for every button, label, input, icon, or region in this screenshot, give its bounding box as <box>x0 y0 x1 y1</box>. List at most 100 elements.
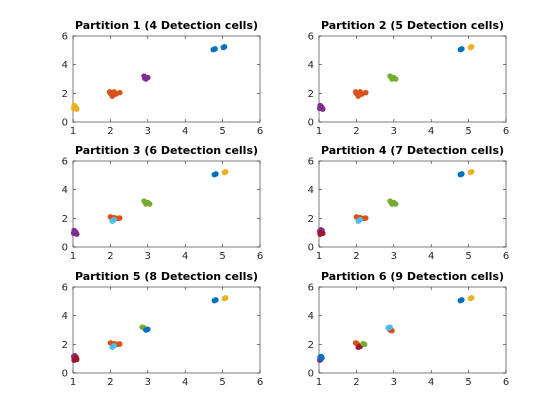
axes-box <box>72 286 261 374</box>
data-point <box>72 104 79 110</box>
data-point <box>319 230 326 237</box>
series-3 <box>387 73 399 82</box>
y-tick-label: 2 <box>308 340 314 351</box>
x-tick-label: 2 <box>353 377 359 388</box>
y-tick-label: 4 <box>308 311 314 322</box>
data-point <box>387 324 393 330</box>
data-point <box>145 326 151 333</box>
data-point <box>73 354 79 361</box>
x-tick-label: 6 <box>503 377 509 388</box>
data-point <box>111 216 117 223</box>
data-point <box>213 297 219 303</box>
y-tick-label: 2 <box>308 214 314 225</box>
x-tick-label: 4 <box>428 377 434 388</box>
x-tick-label: 4 <box>182 251 188 262</box>
data-point <box>459 297 465 303</box>
data-point <box>392 201 399 207</box>
series-4 <box>355 216 363 224</box>
subplot-1: Partition 1 (4 Detection cells) 1 2 3 4 5 6 0 2 4… <box>62 19 264 137</box>
data-point <box>468 294 475 301</box>
data-point <box>222 294 229 301</box>
x-tick-label: 5 <box>465 251 471 262</box>
series-1 <box>70 102 80 112</box>
subplot-3: Partition 3 (6 Detection cells) 1 2 3 4 5 6 0 2 4… <box>62 144 264 262</box>
x-tick-label: 6 <box>503 126 509 137</box>
x-tick-label: 5 <box>219 377 225 388</box>
x-tick-label: 1 <box>70 377 76 388</box>
data-point <box>146 201 153 207</box>
data-point <box>111 342 117 349</box>
axes-box <box>72 160 261 248</box>
subplot-2: Partition 2 (5 Detection cells) 1 2 3 4 5 6 0 2 4… <box>308 19 510 137</box>
data-point <box>459 46 465 52</box>
data-point <box>361 341 368 348</box>
subplot-5: Partition 5 (8 Detection cells) 1 2 3 4 5 6 0 2 4… <box>62 270 264 388</box>
data-point <box>362 89 369 96</box>
series-6 <box>385 324 393 331</box>
subplot-title: Partition 5 (8 Detection cells) <box>75 270 258 283</box>
data-point <box>116 215 123 221</box>
subplot-title: Partition 4 (7 Detection cells) <box>321 144 504 157</box>
x-tick-label: 1 <box>70 251 76 262</box>
series-7 <box>467 294 475 302</box>
x-tick-label: 2 <box>353 126 359 137</box>
data-point <box>352 89 359 95</box>
series-2 <box>71 354 80 363</box>
x-tick-label: 5 <box>465 126 471 137</box>
y-tick-label: 2 <box>62 214 68 225</box>
x-tick-label: 5 <box>219 126 225 137</box>
data-point <box>110 90 117 97</box>
x-tick-label: 2 <box>107 377 113 388</box>
x-tick-label: 3 <box>391 126 397 137</box>
x-tick-label: 2 <box>353 251 359 262</box>
series-6 <box>457 171 465 178</box>
y-tick-label: 6 <box>62 157 68 168</box>
y-tick-label: 2 <box>62 89 68 100</box>
series-3 <box>352 327 395 347</box>
series-4 <box>457 46 465 53</box>
data-point <box>468 43 475 50</box>
series-3 <box>109 216 117 224</box>
series-1 <box>70 227 80 237</box>
subplot-title: Partition 6 (9 Detection cells) <box>321 270 504 283</box>
y-tick-label: 2 <box>62 340 68 351</box>
series-6 <box>221 168 229 176</box>
x-tick-label: 1 <box>316 251 322 262</box>
data-point <box>116 89 123 96</box>
series-4 <box>355 343 363 351</box>
x-tick-label: 5 <box>219 251 225 262</box>
x-tick-label: 1 <box>316 377 322 388</box>
x-tick-label: 3 <box>145 377 151 388</box>
y-tick-label: 4 <box>62 185 68 196</box>
data-point <box>459 171 465 177</box>
series-7 <box>221 294 229 302</box>
x-tick-label: 5 <box>465 377 471 388</box>
y-tick-label: 0 <box>308 118 314 129</box>
data-point <box>212 46 218 52</box>
series-5 <box>387 198 399 207</box>
data-point <box>221 43 228 50</box>
series-4 <box>109 342 117 351</box>
subplot-4: Partition 4 (7 Detection cells) 1 2 3 4 5 6 0 2 4… <box>308 144 510 262</box>
y-tick-label: 2 <box>308 89 314 100</box>
x-tick-label: 6 <box>257 377 263 388</box>
data-point <box>213 171 219 177</box>
y-tick-label: 6 <box>62 283 68 294</box>
x-tick-label: 1 <box>316 126 322 137</box>
y-tick-label: 6 <box>308 32 314 43</box>
x-tick-label: 3 <box>391 251 397 262</box>
y-tick-label: 0 <box>62 243 68 254</box>
series-2 <box>352 89 369 99</box>
data-point <box>319 355 325 361</box>
x-tick-label: 2 <box>107 251 113 262</box>
data-point <box>319 106 326 112</box>
x-tick-label: 4 <box>182 126 188 137</box>
y-tick-label: 6 <box>308 157 314 168</box>
data-point <box>116 341 123 347</box>
series-2 <box>317 297 465 361</box>
y-tick-label: 0 <box>62 118 68 129</box>
x-tick-label: 3 <box>145 126 151 137</box>
y-tick-label: 4 <box>62 60 68 71</box>
data-point <box>73 231 80 237</box>
